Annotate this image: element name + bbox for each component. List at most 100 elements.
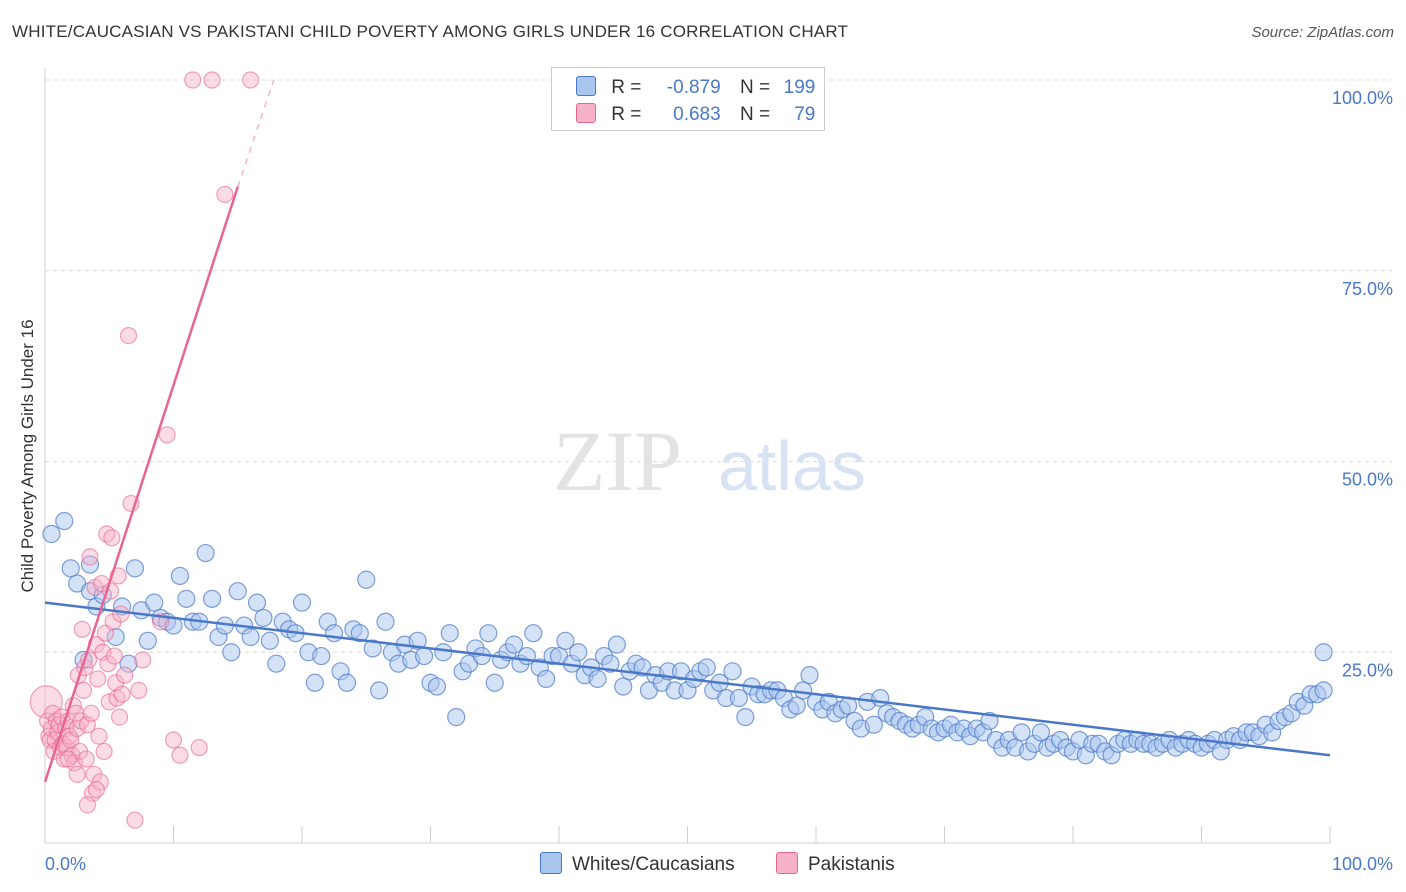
pakistani-point (134, 651, 152, 669)
white-point (312, 646, 331, 666)
x-tick-label: 0.0% (45, 854, 86, 874)
white-point (697, 658, 716, 677)
stats-legend: R = -0.879 N = 199 R = 0.683 N = 79 (551, 67, 825, 131)
white-point (55, 511, 74, 531)
white-point (427, 677, 447, 696)
white-point (1012, 723, 1031, 742)
pakistani-point (130, 681, 148, 700)
pakistani-point (81, 548, 99, 566)
watermark-atlas: atlas (718, 427, 866, 505)
x-tick-label: 100.0% (1332, 854, 1393, 874)
r-value-white: -0.879 (666, 77, 721, 98)
white-legend-label: Whites/Caucasians (572, 854, 735, 875)
grid-lines (45, 79, 1392, 653)
white-point (260, 631, 279, 650)
white-point (247, 593, 267, 612)
pakistani-point (74, 681, 93, 700)
pakistani-trend-extension (237, 79, 275, 188)
pakistani-point (90, 727, 108, 745)
white-point (370, 681, 389, 700)
pakistani-point (100, 693, 118, 711)
watermark-zip: ZIP (553, 413, 682, 509)
pakistani-point (171, 746, 189, 764)
white-point (434, 643, 453, 662)
pakistani-point (77, 750, 95, 768)
y-tick-label: 25.0% (1342, 660, 1393, 680)
white-point (524, 624, 543, 643)
pakistani-point (95, 742, 113, 761)
pakistani-legend-icon (776, 852, 798, 874)
white-point (537, 669, 556, 689)
pakistani-point (105, 647, 123, 665)
pakistani-point (242, 71, 260, 89)
chart-title: WHITE/CAUCASIAN VS PAKISTANI CHILD POVER… (12, 22, 849, 41)
white-point (202, 589, 222, 608)
r-label-pakistani: R = (611, 104, 642, 125)
white-point (800, 666, 819, 685)
white-point (222, 643, 241, 662)
chart-source: Source: ZipAtlas.com (1251, 24, 1394, 41)
pakistani-point (112, 605, 130, 623)
r-value-pakistani: 0.683 (673, 104, 721, 125)
white-point (408, 631, 427, 650)
pakistani-point (68, 765, 86, 783)
pakistani-point (203, 71, 221, 89)
white-point (228, 582, 247, 601)
white-trend-line (44, 601, 1331, 757)
white-point (292, 593, 312, 612)
pakistani-point (216, 185, 234, 204)
white-point (106, 627, 125, 647)
pakistani-point (59, 750, 77, 768)
white-point (588, 669, 607, 689)
pakistani-point (126, 811, 144, 829)
pakistani-point (116, 666, 134, 684)
white-point (337, 673, 357, 692)
r-label-white: R = (611, 77, 642, 98)
pakistani-point (164, 731, 183, 749)
white-point (569, 643, 588, 662)
n-value-pakistani: 79 (794, 104, 816, 125)
n-value-white: 199 (783, 77, 816, 98)
white-point (42, 524, 61, 544)
white-point (614, 677, 633, 696)
n-label-pakistani: N = (739, 104, 771, 125)
white-point (61, 559, 80, 578)
pakistani-point (103, 529, 121, 547)
white-series-points (42, 511, 1333, 765)
white-point (350, 624, 369, 643)
white-point (177, 589, 196, 608)
watermark: ZIP atlas (553, 413, 866, 509)
white-point (145, 593, 164, 612)
white-point (414, 646, 434, 666)
white-point (125, 559, 145, 578)
white-point (601, 654, 620, 673)
pakistani-point (87, 780, 106, 799)
white-point (485, 673, 504, 692)
bottom-legend-white: Whites/Caucasians (540, 852, 735, 876)
pakistani-swatch-icon (576, 103, 596, 123)
pakistani-point (113, 685, 131, 703)
y-axis-label: Child Poverty Among Girls Under 16 (18, 319, 37, 592)
pakistani-point (119, 327, 138, 345)
white-point (241, 627, 260, 647)
white-point (357, 570, 376, 589)
n-label-white: N = (739, 77, 771, 98)
white-point (723, 662, 742, 681)
pakistani-point (73, 620, 91, 638)
white-point (363, 639, 382, 658)
tick-labels: 25.0% 50.0% 75.0% 100.0% 0.0% 100.0% (45, 88, 1393, 874)
pakistani-point (184, 71, 202, 89)
white-point (447, 708, 466, 727)
pakistani-point (110, 708, 129, 726)
white-point (864, 715, 883, 734)
y-tick-label: 50.0% (1342, 470, 1393, 490)
pakistani-legend-label: Pakistanis (808, 854, 895, 875)
white-swatch-icon (576, 76, 596, 96)
pakistani-point (89, 670, 107, 688)
white-point (1314, 681, 1333, 700)
pakistani-point (190, 739, 208, 757)
white-point (794, 681, 813, 700)
white-legend-icon (540, 852, 562, 874)
white-point (504, 635, 524, 654)
